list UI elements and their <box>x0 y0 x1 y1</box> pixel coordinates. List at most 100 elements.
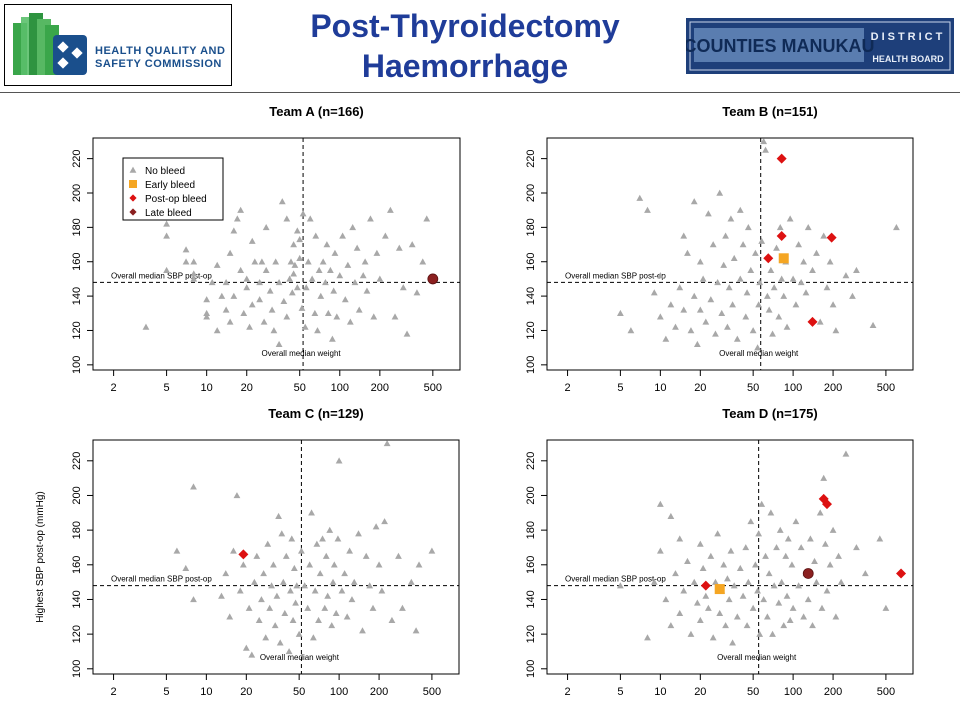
point-no-bleed <box>667 301 675 308</box>
point-no-bleed <box>758 237 766 244</box>
point-no-bleed <box>744 223 752 231</box>
point-no-bleed <box>339 232 347 239</box>
point-no-bleed <box>853 544 860 551</box>
point-no-bleed <box>291 261 299 268</box>
point-no-bleed <box>762 552 769 559</box>
point-no-bleed <box>765 570 773 577</box>
median-weight-label: Overall median weight <box>262 349 342 358</box>
point-no-bleed <box>687 630 695 637</box>
point-early-bleed <box>714 584 725 595</box>
point-no-bleed <box>702 592 710 599</box>
point-no-bleed <box>749 604 757 611</box>
point-no-bleed <box>296 254 304 262</box>
x-tick-label: 10 <box>654 686 666 698</box>
point-no-bleed <box>281 609 289 617</box>
point-no-bleed <box>627 327 635 334</box>
point-no-bleed <box>718 309 726 317</box>
y-tick-label: 140 <box>71 287 83 305</box>
point-no-bleed <box>656 272 664 279</box>
point-no-bleed <box>419 258 427 265</box>
point-no-bleed <box>792 518 800 525</box>
point-no-bleed <box>676 284 684 291</box>
point-no-bleed <box>823 587 831 594</box>
point-no-bleed <box>784 535 792 542</box>
legend-symbol-no-bleed <box>129 166 137 173</box>
point-no-bleed <box>724 575 731 582</box>
y-tick-label: 200 <box>525 486 537 504</box>
point-no-bleed <box>818 604 826 611</box>
cmdhb-logo: COUNTIES MANUKAU DISTRICT HEALTH BOARD <box>686 18 954 74</box>
x-tick-label: 100 <box>330 686 348 698</box>
point-no-bleed <box>190 258 198 265</box>
point-postop-bleed <box>807 316 818 327</box>
point-no-bleed <box>253 552 261 559</box>
point-no-bleed <box>789 604 797 611</box>
cmdhb-sub2-text: HEALTH BOARD <box>872 54 944 64</box>
point-no-bleed <box>333 313 341 320</box>
point-no-bleed <box>680 232 688 239</box>
point-no-bleed <box>346 547 354 554</box>
point-no-bleed <box>326 266 334 274</box>
x-tick-label: 500 <box>424 382 442 394</box>
point-no-bleed <box>755 530 763 537</box>
x-tick-label: 10 <box>201 382 213 394</box>
point-no-bleed <box>667 622 675 629</box>
point-no-bleed <box>704 604 712 611</box>
point-no-bleed <box>783 323 791 330</box>
point-no-bleed <box>403 330 411 337</box>
point-no-bleed <box>714 278 722 286</box>
point-no-bleed <box>262 266 270 274</box>
point-no-bleed <box>676 609 684 617</box>
y-tick-label: 140 <box>525 287 537 305</box>
point-no-bleed <box>355 530 362 537</box>
point-no-bleed <box>714 530 722 537</box>
point-no-bleed <box>835 552 842 559</box>
point-no-bleed <box>258 258 266 265</box>
point-no-bleed <box>278 198 286 205</box>
y-tick-label: 180 <box>525 218 537 236</box>
point-no-bleed <box>423 215 431 222</box>
point-no-bleed <box>301 582 309 589</box>
point-no-bleed <box>842 450 850 457</box>
point-postop-bleed <box>763 253 774 264</box>
point-no-bleed <box>644 206 651 213</box>
point-no-bleed <box>287 587 294 594</box>
point-no-bleed <box>283 313 291 320</box>
x-tick-label: 500 <box>877 382 895 394</box>
point-no-bleed <box>279 578 287 585</box>
x-tick-label: 5 <box>617 382 623 394</box>
point-no-bleed <box>716 609 724 617</box>
chart-title: Team B (n=151) <box>722 104 818 119</box>
point-no-bleed <box>367 215 374 222</box>
point-no-bleed <box>826 561 834 568</box>
point-no-bleed <box>733 335 741 342</box>
chart-title: Team C (n=129) <box>268 406 364 421</box>
point-no-bleed <box>293 227 301 234</box>
x-tick-label: 200 <box>370 686 388 698</box>
point-no-bleed <box>763 292 771 299</box>
y-tick-label: 180 <box>525 521 537 539</box>
point-no-bleed <box>322 278 329 286</box>
point-no-bleed <box>767 509 775 516</box>
point-no-bleed <box>407 578 415 585</box>
point-no-bleed <box>636 194 644 201</box>
point-no-bleed <box>722 622 729 629</box>
point-no-bleed <box>328 622 336 629</box>
point-no-bleed <box>226 613 234 620</box>
x-tick-label: 5 <box>163 686 169 698</box>
point-no-bleed <box>301 323 309 330</box>
point-no-bleed <box>213 327 221 334</box>
point-no-bleed <box>386 206 394 213</box>
point-no-bleed <box>190 596 197 603</box>
point-no-bleed <box>820 232 828 239</box>
y-tick-label: 120 <box>525 321 537 339</box>
point-no-bleed <box>243 284 251 291</box>
point-no-bleed <box>736 564 744 571</box>
point-no-bleed <box>242 644 250 651</box>
point-no-bleed <box>616 582 624 589</box>
point-no-bleed <box>687 327 695 334</box>
point-no-bleed <box>295 630 303 637</box>
point-no-bleed <box>795 241 803 248</box>
point-no-bleed <box>319 258 327 265</box>
point-no-bleed <box>260 318 268 325</box>
